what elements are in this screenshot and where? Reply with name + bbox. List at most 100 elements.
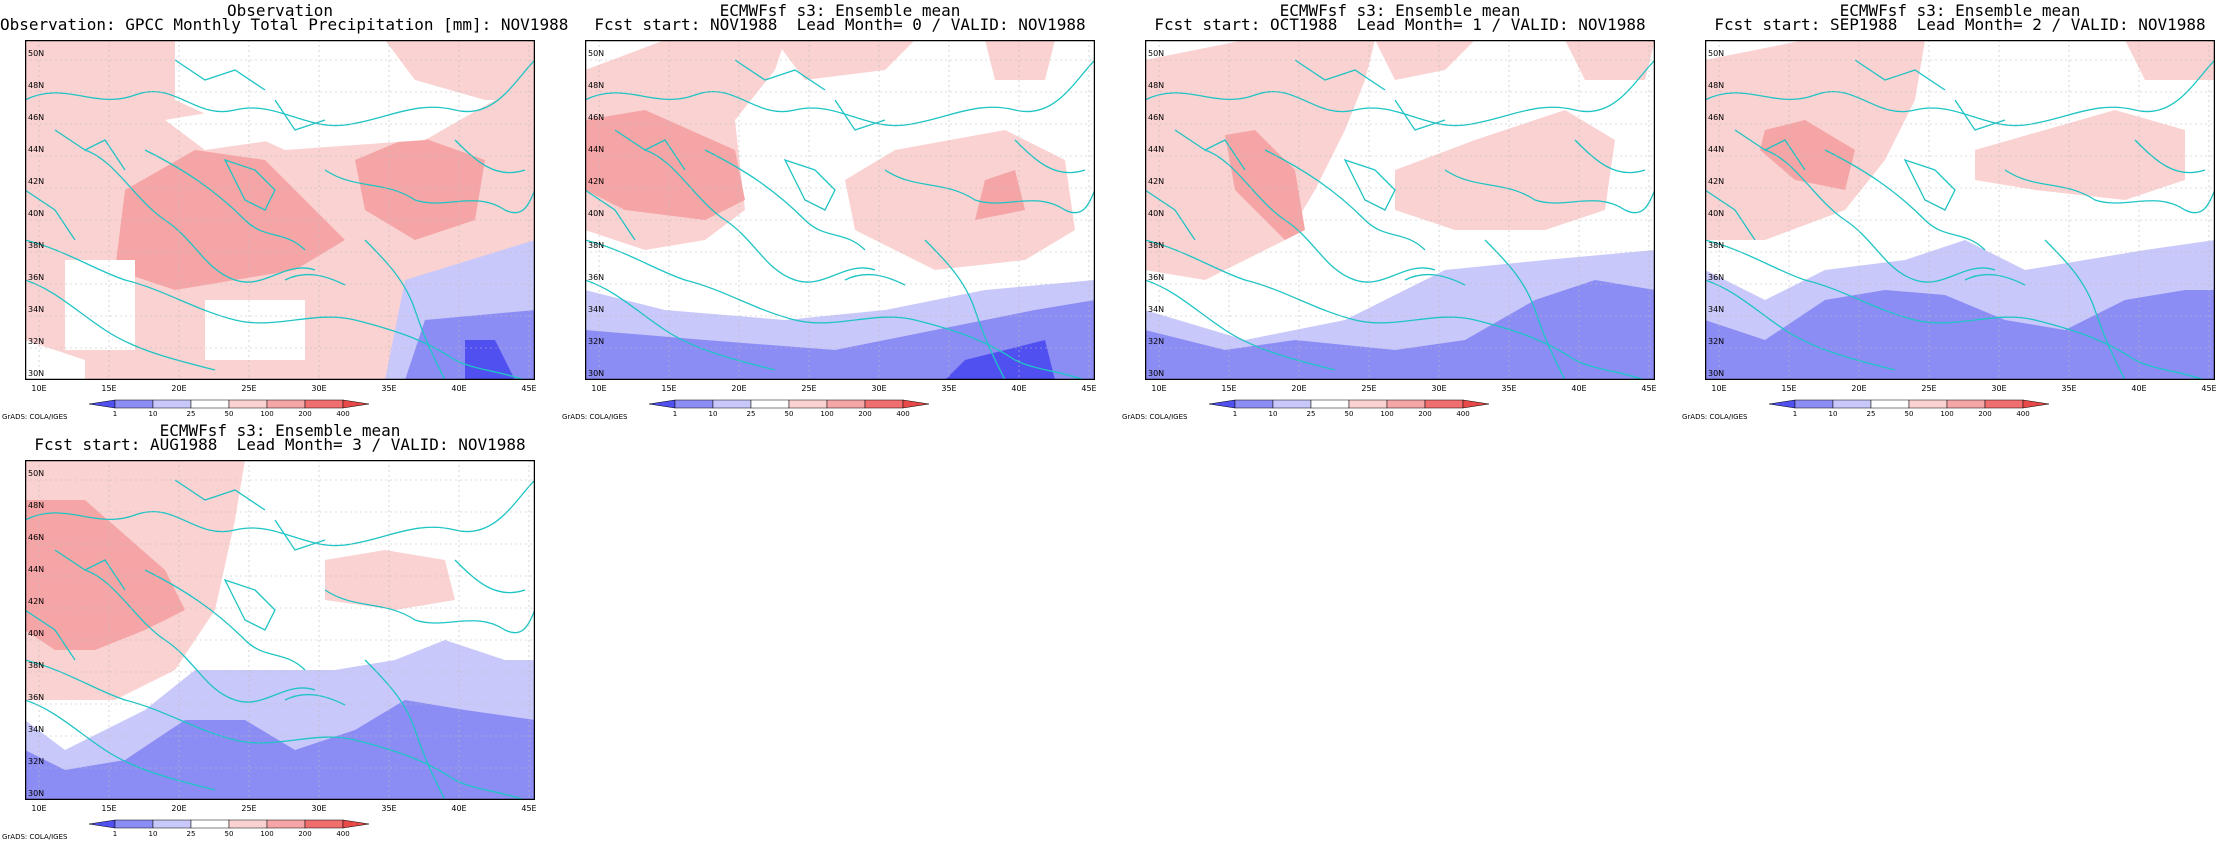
- colorbar-label: 10: [1829, 410, 1838, 418]
- lat-tick-label: 44N: [1148, 145, 1164, 154]
- lon-tick-label: 45E: [2201, 384, 2216, 393]
- lat-tick-label: 30N: [28, 789, 44, 798]
- lon-tick-label: 35E: [2061, 384, 2076, 393]
- panel-subtitle: Observation: GPCC Monthly Total Precipit…: [0, 15, 569, 34]
- lat-tick-label: 40N: [1708, 209, 1724, 218]
- colorbar-label: 50: [225, 830, 234, 838]
- colorbar: 1 10 25 50 100 200 400: [88, 399, 370, 418]
- lat-tick-label: 38N: [28, 661, 44, 670]
- lon-tick-label: 35E: [941, 384, 956, 393]
- lat-tick-label: 46N: [28, 113, 44, 122]
- colorbar-label: 1: [673, 410, 677, 418]
- lat-tick-label: 50N: [28, 49, 44, 58]
- colorbar-swatch: [864, 399, 904, 409]
- colorbar-label: 400: [336, 410, 349, 418]
- colorbar-label: 200: [858, 410, 871, 418]
- colorbar-swatch: [1348, 399, 1388, 409]
- lon-tick-label: 10E: [31, 384, 46, 393]
- lon-tick-label: 15E: [101, 384, 116, 393]
- lat-tick-label: 30N: [588, 369, 604, 378]
- lat-tick-label: 50N: [588, 49, 604, 58]
- colorbar-swatch: [114, 819, 154, 829]
- lon-tick-label: 35E: [381, 804, 396, 813]
- lon-tick-label: 10E: [31, 804, 46, 813]
- colorbar-label: 400: [336, 830, 349, 838]
- colorbar-label: 200: [298, 410, 311, 418]
- lat-tick-label: 44N: [28, 565, 44, 574]
- lon-tick-label: 20E: [1851, 384, 1866, 393]
- colorbar-label: 10: [149, 410, 158, 418]
- panel-subtitle: Fcst start: AUG1988 Lead Month= 3 / VALI…: [34, 435, 526, 454]
- lon-tick-label: 10E: [1151, 384, 1166, 393]
- lat-tick-label: 44N: [1708, 145, 1724, 154]
- colorbar-swatch: [1908, 399, 1948, 409]
- colorbar-swatch: [266, 819, 306, 829]
- colorbar-label: 400: [1456, 410, 1469, 418]
- colorbar-swatch: [1272, 399, 1312, 409]
- lon-axis: 10E 15E 20E 25E 30E 35E 40E 45E: [31, 384, 536, 393]
- colorbar-swatch: [712, 399, 752, 409]
- colorbar-label: 100: [260, 410, 273, 418]
- lon-tick-label: 35E: [381, 384, 396, 393]
- map-panel-lead3: ECMWFsf s3: Ensemble mean Fcst start: AU…: [0, 420, 560, 841]
- colorbar-label: 1: [1233, 410, 1237, 418]
- precip-map: 30N 32N 34N 36N 38N 40N 42N 44N 46N 48N 50N: [585, 40, 1095, 380]
- lon-tick-label: 30E: [311, 384, 326, 393]
- colorbar-swatch: [1424, 399, 1464, 409]
- colorbar-swatch: [190, 399, 230, 409]
- colorbar-swatch: [1794, 399, 1834, 409]
- map-panel-lead0: ECMWFsf s3: Ensemble mean Fcst start: NO…: [560, 0, 1120, 422]
- precip-map: 30N 32N 34N 36N 38N 40N 42N 44N 46N 48N 50N: [1705, 40, 2215, 380]
- map-panel-lead1: ECMWFsf s3: Ensemble mean Fcst start: OC…: [1120, 0, 1680, 422]
- colorbar-swatch: [674, 399, 714, 409]
- lat-tick-label: 30N: [1148, 369, 1164, 378]
- lat-tick-label: 42N: [28, 597, 44, 606]
- precip-map: 30N 32N 34N 36N 38N 40N 42N 44N 46N 48N 50N: [25, 460, 535, 800]
- lat-tick-label: 32N: [1708, 337, 1724, 346]
- panel-title: ECMWFsf s3: Ensemble mean: [159, 421, 401, 440]
- colorbar-label: 1: [1793, 410, 1797, 418]
- lat-tick-label: 44N: [28, 145, 44, 154]
- lat-tick-label: 36N: [28, 273, 44, 282]
- lon-tick-label: 40E: [1011, 384, 1026, 393]
- lat-tick-label: 42N: [28, 177, 44, 186]
- lon-tick-label: 20E: [731, 384, 746, 393]
- lat-tick-label: 40N: [588, 209, 604, 218]
- colorbar-label: 400: [896, 410, 909, 418]
- lon-tick-label: 10E: [591, 384, 606, 393]
- colorbar-swatch: [152, 399, 192, 409]
- lon-axis: 10E 15E 20E 25E 30E 35E 40E 45E: [591, 384, 1096, 393]
- lon-axis: 10E 15E 20E 25E 30E 35E 40E 45E: [31, 804, 536, 813]
- map-panel-lead2: ECMWFsf s3: Ensemble mean Fcst start: SE…: [1680, 0, 2240, 422]
- colorbar-label: 10: [709, 410, 718, 418]
- lat-tick-label: 48N: [28, 501, 44, 510]
- panel-title: ECMWFsf s3: Ensemble mean: [1839, 1, 2081, 20]
- colorbar-min-arrow: [648, 399, 676, 409]
- lon-axis: 10E 15E 20E 25E 30E 35E 40E 45E: [1711, 384, 2216, 393]
- lat-tick-label: 46N: [588, 113, 604, 122]
- lat-tick-label: 40N: [1148, 209, 1164, 218]
- lat-tick-label: 42N: [588, 177, 604, 186]
- lon-tick-label: 40E: [451, 384, 466, 393]
- lon-axis: 10E 15E 20E 25E 30E 35E 40E 45E: [1151, 384, 1656, 393]
- lon-tick-label: 30E: [1431, 384, 1446, 393]
- colorbar-label: 200: [298, 830, 311, 838]
- colorbar: 1 10 25 50 100 200 400: [1208, 399, 1490, 418]
- colorbar-swatch: [1234, 399, 1274, 409]
- lat-tick-label: 46N: [28, 533, 44, 542]
- lat-tick-label: 36N: [588, 273, 604, 282]
- lat-tick-label: 36N: [28, 693, 44, 702]
- colorbar-label: 25: [187, 410, 196, 418]
- colorbar-swatch: [266, 399, 306, 409]
- lat-tick-label: 30N: [1708, 369, 1724, 378]
- panel-subtitle: Fcst start: OCT1988 Lead Month= 1 / VALI…: [1154, 15, 1646, 34]
- grads-credit: GrADS: COLA/IGES: [562, 413, 628, 421]
- colorbar: 1 10 25 50 100 200 400: [1768, 399, 2050, 418]
- colorbar-label: 10: [149, 830, 158, 838]
- colorbar-label: 400: [2016, 410, 2029, 418]
- lat-tick-label: 32N: [28, 337, 44, 346]
- grads-credit: GrADS: COLA/IGES: [1682, 413, 1748, 421]
- lon-tick-label: 15E: [101, 804, 116, 813]
- colorbar-label: 100: [1380, 410, 1393, 418]
- lat-tick-label: 34N: [588, 305, 604, 314]
